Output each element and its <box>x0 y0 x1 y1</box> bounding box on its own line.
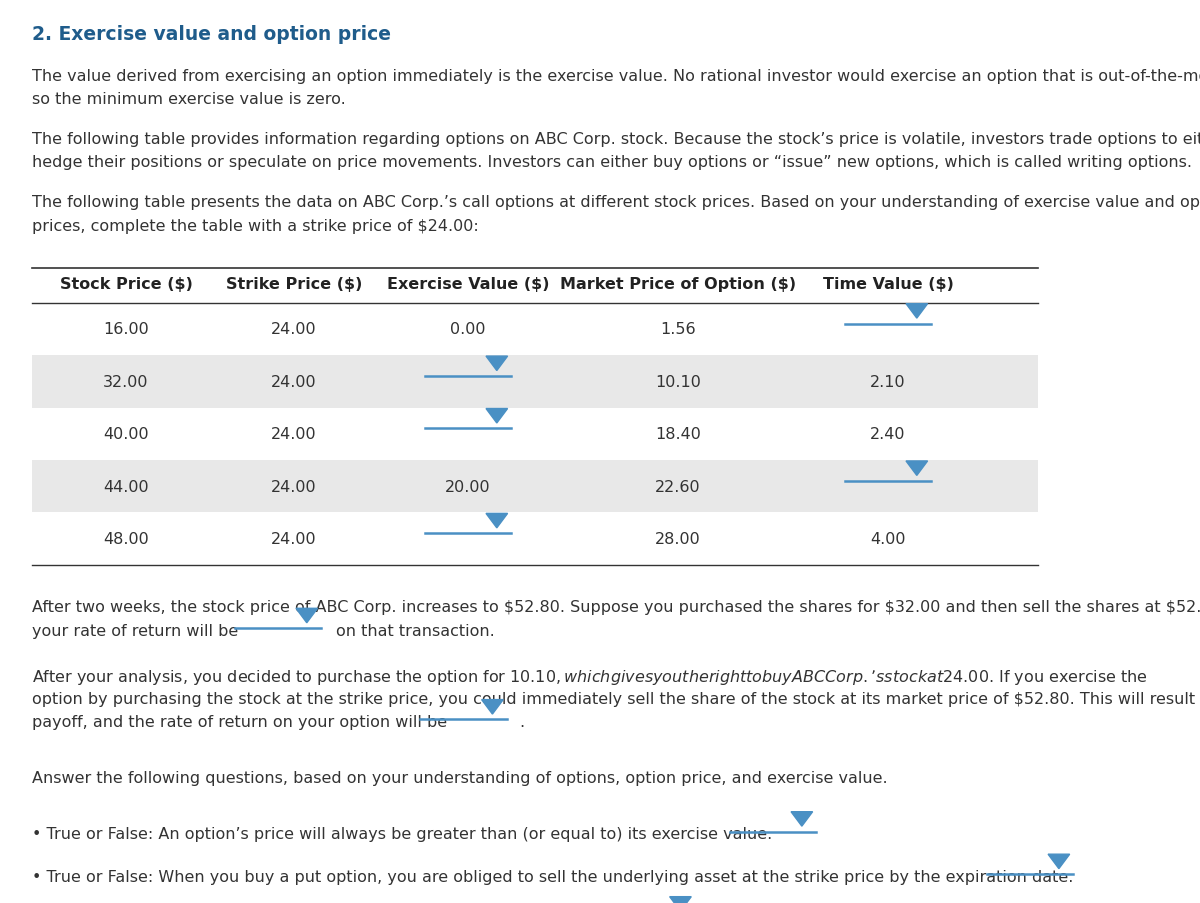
Text: 1.56: 1.56 <box>660 322 696 337</box>
Text: 16.00: 16.00 <box>103 322 149 337</box>
Text: 24.00: 24.00 <box>271 427 317 442</box>
Polygon shape <box>906 304 928 319</box>
Text: The following table provides information regarding options on ABC Corp. stock. B: The following table provides information… <box>32 132 1200 147</box>
Text: The following table presents the data on ABC Corp.’s call options at different s: The following table presents the data on… <box>32 195 1200 210</box>
Text: Answer the following questions, based on your understanding of options, option p: Answer the following questions, based on… <box>32 770 888 786</box>
Polygon shape <box>906 461 928 476</box>
Text: 24.00: 24.00 <box>271 532 317 546</box>
Polygon shape <box>486 514 508 528</box>
Text: .: . <box>518 714 524 730</box>
Text: 4.00: 4.00 <box>870 532 906 546</box>
Text: 2. Exercise value and option price: 2. Exercise value and option price <box>32 25 391 44</box>
Text: • True or False: When you buy a put option, you are obliged to sell the underlyi: • True or False: When you buy a put opti… <box>32 869 1074 884</box>
Polygon shape <box>1048 854 1069 869</box>
Polygon shape <box>296 609 318 623</box>
Text: 0.00: 0.00 <box>450 322 486 337</box>
Text: 2.40: 2.40 <box>870 427 906 442</box>
Text: 22.60: 22.60 <box>655 479 701 494</box>
FancyBboxPatch shape <box>32 461 1038 513</box>
Text: Stock Price ($): Stock Price ($) <box>60 276 192 292</box>
Text: After your analysis, you decided to purchase the option for $10.10, which gives : After your analysis, you decided to purc… <box>32 667 1148 686</box>
Text: on that transaction.: on that transaction. <box>336 623 494 638</box>
Text: Strike Price ($): Strike Price ($) <box>226 276 362 292</box>
FancyBboxPatch shape <box>32 356 1038 408</box>
Text: 20.00: 20.00 <box>445 479 491 494</box>
Text: so the minimum exercise value is zero.: so the minimum exercise value is zero. <box>32 92 346 107</box>
Polygon shape <box>791 812 812 826</box>
Polygon shape <box>486 357 508 371</box>
Text: The value derived from exercising an option immediately is the exercise value. N: The value derived from exercising an opt… <box>32 69 1200 84</box>
Text: 18.40: 18.40 <box>655 427 701 442</box>
Text: 40.00: 40.00 <box>103 427 149 442</box>
Text: your rate of return will be: your rate of return will be <box>32 623 239 638</box>
Text: 48.00: 48.00 <box>103 532 149 546</box>
Text: payoff, and the rate of return on your option will be: payoff, and the rate of return on your o… <box>32 714 448 730</box>
Text: option by purchasing the stock at the strike price, you could immediately sell t: option by purchasing the stock at the st… <box>32 691 1200 706</box>
Polygon shape <box>670 897 691 903</box>
Text: prices, complete the table with a strike price of $24.00:: prices, complete the table with a strike… <box>32 219 479 234</box>
Text: Market Price of Option ($): Market Price of Option ($) <box>560 276 796 292</box>
Text: 2.10: 2.10 <box>870 375 906 389</box>
Text: Time Value ($): Time Value ($) <box>822 276 954 292</box>
Text: 28.00: 28.00 <box>655 532 701 546</box>
Text: • True or False: An option’s price will always be greater than (or equal to) its: • True or False: An option’s price will … <box>32 826 773 842</box>
Text: 24.00: 24.00 <box>271 375 317 389</box>
Polygon shape <box>486 409 508 424</box>
Text: 10.10: 10.10 <box>655 375 701 389</box>
Text: 44.00: 44.00 <box>103 479 149 494</box>
Text: After two weeks, the stock price of ABC Corp. increases to $52.80. Suppose you p: After two weeks, the stock price of ABC … <box>32 600 1200 615</box>
Text: 24.00: 24.00 <box>271 322 317 337</box>
Polygon shape <box>481 700 503 714</box>
Text: 24.00: 24.00 <box>271 479 317 494</box>
Text: Exercise Value ($): Exercise Value ($) <box>386 276 550 292</box>
Text: 32.00: 32.00 <box>103 375 149 389</box>
Text: hedge their positions or speculate on price movements. Investors can either buy : hedge their positions or speculate on pr… <box>32 155 1193 171</box>
